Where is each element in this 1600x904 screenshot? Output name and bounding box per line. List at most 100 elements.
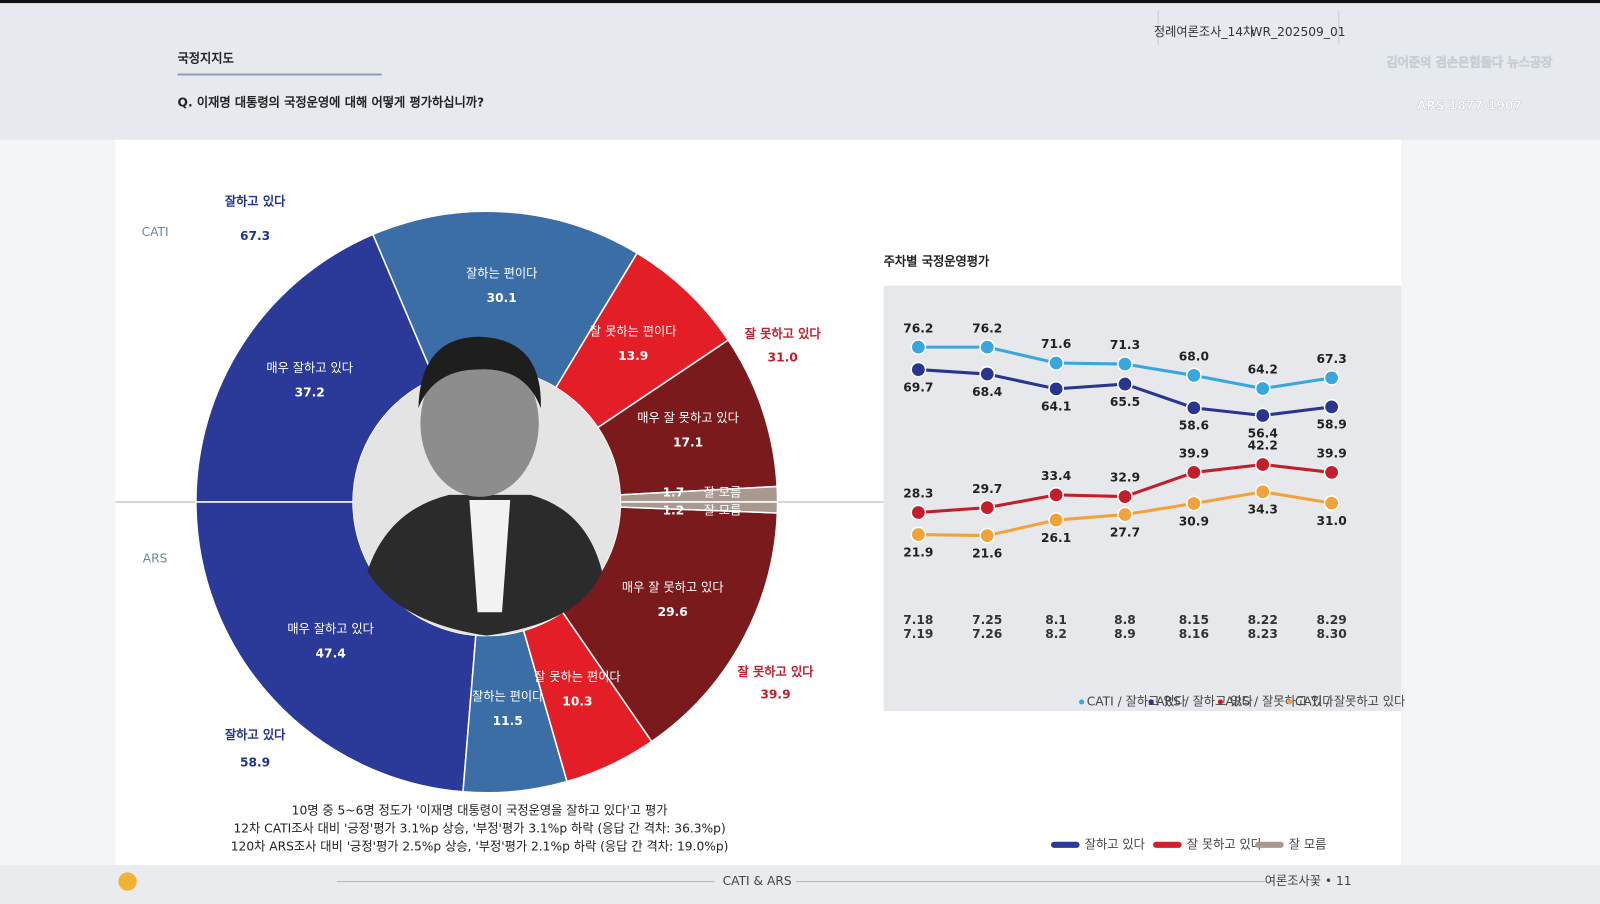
data-label: 34.3 (1248, 503, 1278, 517)
legend-swatch (1255, 841, 1284, 848)
data-point (1323, 464, 1340, 481)
legend-marker (1287, 699, 1293, 705)
question: Q. 이재명 대통령의 국정운영에 대해 어떻게 평가하십니까? (178, 95, 485, 110)
segment-label: 매우 잘하고 있다 (287, 622, 374, 636)
total-label: 잘하고 있다 (225, 194, 286, 209)
data-label: 58.6 (1179, 419, 1209, 433)
data-point (1254, 456, 1271, 473)
data-point (1117, 506, 1133, 523)
portrait (353, 336, 621, 636)
header-band (0, 0, 1600, 140)
x-tick-label: 8.29 (1317, 613, 1347, 627)
data-label: 31.0 (1317, 514, 1347, 528)
x-tick-label: 8.1 (1045, 613, 1067, 627)
data-point (979, 499, 996, 516)
phone: ARS 1877-1907 (1417, 99, 1522, 113)
segment-label: 매우 잘 못하고 있다 (637, 411, 739, 425)
footer-right: 여론조사꽃 • 11 (1265, 874, 1352, 888)
data-label: 76.2 (972, 321, 1002, 335)
data-label: 27.7 (1110, 525, 1140, 539)
top-bar (0, 0, 1600, 4)
data-point (1048, 512, 1065, 528)
legend-swatch (1153, 841, 1182, 848)
data-label: 64.2 (1248, 363, 1278, 377)
segment-value: 37.2 (295, 386, 325, 400)
data-label: 64.1 (1041, 400, 1071, 414)
data-point (1048, 355, 1065, 371)
segment-label: 잘 모름 (704, 485, 742, 499)
segment-label: 잘 못하는 편이다 (590, 325, 677, 339)
portrait-shirt (469, 499, 511, 613)
data-point (910, 339, 927, 356)
data-point (1048, 380, 1065, 397)
data-point (1117, 356, 1133, 372)
data-label: 29.7 (972, 482, 1002, 496)
total-label: 잘 못하고 있다 (737, 664, 814, 679)
data-label: 33.4 (1041, 469, 1071, 483)
x-tick-label: 8.9 (1114, 627, 1136, 641)
data-point (1185, 495, 1202, 512)
segment-label: 잘 못하는 편이다 (534, 670, 621, 684)
data-label: 68.0 (1179, 350, 1209, 364)
data-label: 28.3 (903, 487, 933, 501)
segment-value: 1.2 (663, 504, 685, 518)
data-label: 32.9 (1110, 471, 1140, 485)
segment-value: 29.6 (658, 605, 688, 619)
segment-label: 매우 잘하고 있다 (266, 361, 353, 375)
legend-swatch (1051, 841, 1080, 848)
data-label: 39.9 (1317, 447, 1347, 461)
x-tick-label: 7.25 (972, 613, 1002, 627)
data-label: 39.9 (1179, 447, 1209, 461)
logo: 김어준의 겸손은힘들다 뉴스공장 (1386, 55, 1553, 70)
x-tick-label: 8.15 (1179, 613, 1209, 627)
data-label: 42.2 (1248, 439, 1278, 453)
data-point (979, 366, 996, 382)
legend-label: ARS / 잘못하고 있다 (1226, 694, 1334, 708)
data-point (1117, 488, 1133, 505)
data-point (979, 339, 996, 356)
data-label: 69.7 (903, 380, 933, 394)
x-tick-label: 8.8 (1114, 613, 1136, 627)
total-value: 39.9 (760, 687, 790, 701)
data-point (979, 527, 996, 544)
legend-label: 잘 모름 (1289, 837, 1327, 851)
series-name: CATI (142, 225, 169, 239)
x-tick-label: 8.30 (1317, 627, 1347, 641)
total-label: 잘하고 있다 (225, 727, 286, 742)
footer-center: CATI & ARS (723, 874, 792, 888)
legend-label: CATI / 잘하고 있다 (1087, 694, 1186, 708)
total-value: 67.3 (240, 229, 270, 243)
footer-icon (118, 872, 137, 891)
data-point (910, 504, 927, 521)
data-label: 67.3 (1317, 352, 1347, 366)
segment-value: 11.5 (493, 714, 523, 728)
legend-label: ARS / 잘하고 있다 (1156, 694, 1253, 708)
x-tick-label: 8.23 (1248, 627, 1278, 641)
series-name: ARS (143, 552, 168, 566)
segment-value: 13.9 (618, 349, 648, 363)
note: 120차 ARS조사 대비 '긍정'평가 2.5%p 상승, '부정'평가 2.… (231, 839, 729, 853)
chart-title: 주차별 국정운영평가 (884, 254, 990, 269)
note: 12차 CATI조사 대비 '긍정'평가 3.1%p 상승, '부정'평가 3.… (233, 822, 725, 836)
legend-marker (1148, 699, 1154, 705)
data-point (910, 526, 927, 543)
data-label: 71.3 (1110, 338, 1140, 352)
data-label: 71.6 (1041, 337, 1071, 351)
data-point (1048, 486, 1065, 503)
legend-marker (1217, 699, 1223, 705)
total-value: 31.0 (768, 351, 798, 365)
data-point (1254, 380, 1271, 397)
x-tick-label: 8.2 (1045, 627, 1067, 641)
segment-label: 잘 모름 (704, 504, 742, 518)
footer-band (0, 865, 1600, 904)
segment-value: 1.7 (663, 485, 685, 499)
legend-label: CATI / 잘못하고 있다 (1295, 694, 1405, 708)
data-label: 58.9 (1317, 418, 1347, 432)
portrait-hair (418, 336, 541, 409)
data-label: 26.1 (1041, 531, 1071, 545)
portrait-face (420, 349, 539, 497)
x-tick-label: 8.16 (1179, 627, 1209, 641)
survey-name: 정례여론조사_14차 (1154, 25, 1254, 39)
legend-label: 잘하고 있다 (1085, 837, 1145, 851)
